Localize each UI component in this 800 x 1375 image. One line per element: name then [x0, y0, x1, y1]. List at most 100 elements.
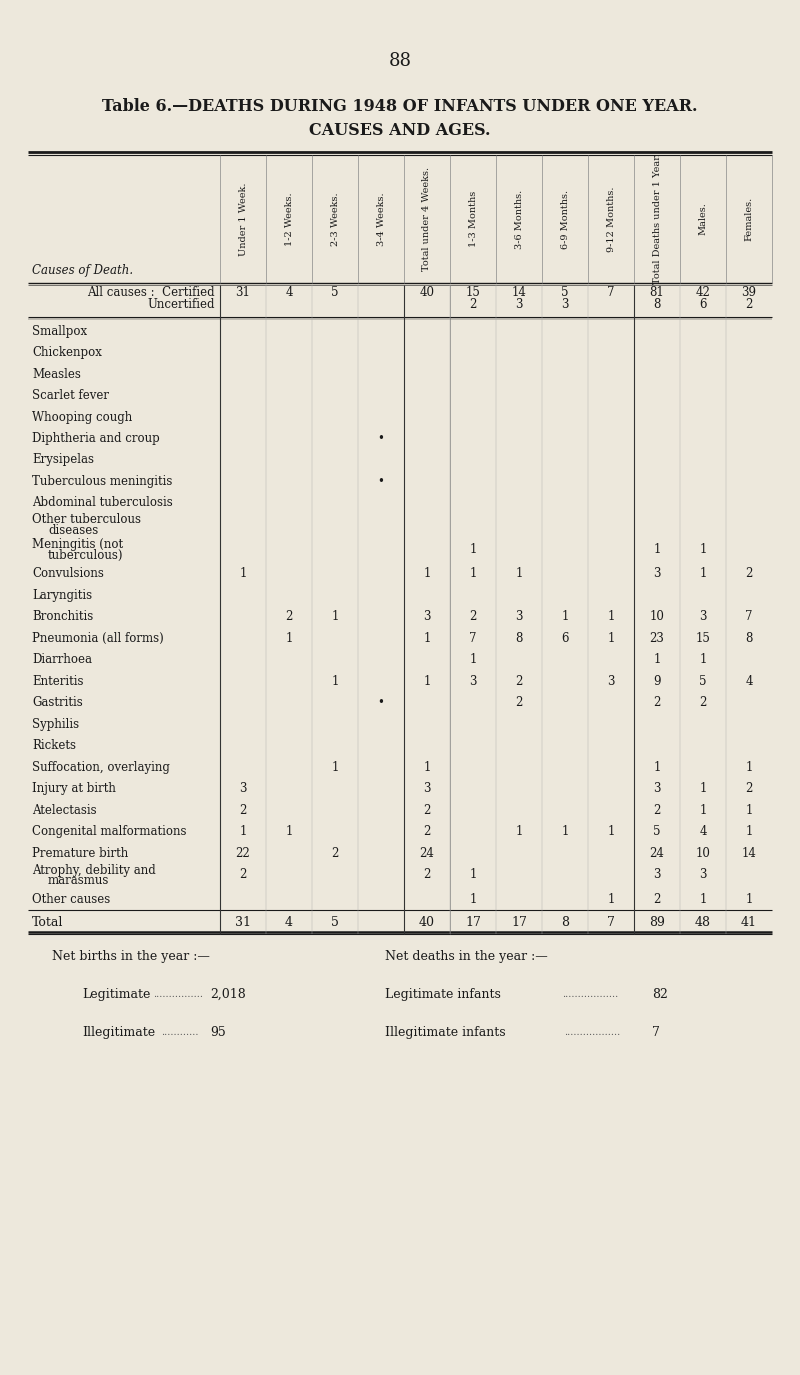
- Text: Laryngitis: Laryngitis: [32, 588, 92, 602]
- Text: 1: 1: [562, 825, 569, 839]
- Text: 2: 2: [470, 610, 477, 623]
- Text: •: •: [378, 697, 385, 710]
- Text: Suffocation, overlaying: Suffocation, overlaying: [32, 760, 170, 774]
- Text: Rickets: Rickets: [32, 740, 76, 752]
- Text: 24: 24: [419, 847, 434, 859]
- Text: 14: 14: [511, 286, 526, 300]
- Text: marasmus: marasmus: [48, 874, 110, 887]
- Text: 8: 8: [746, 632, 753, 645]
- Text: 6-9 Months.: 6-9 Months.: [561, 190, 570, 249]
- Text: Whooping cough: Whooping cough: [32, 411, 132, 424]
- Text: 2: 2: [239, 869, 246, 881]
- Text: 40: 40: [419, 286, 434, 300]
- Text: 2: 2: [423, 804, 430, 817]
- Text: 1: 1: [699, 543, 706, 556]
- Text: 8: 8: [515, 632, 522, 645]
- Text: Total Deaths under 1 Year.: Total Deaths under 1 Year.: [653, 154, 662, 285]
- Text: ................: ................: [153, 990, 203, 1000]
- Text: 1: 1: [654, 653, 661, 667]
- Text: 1: 1: [562, 610, 569, 623]
- Text: 23: 23: [650, 632, 665, 645]
- Text: 5: 5: [331, 916, 339, 928]
- Text: 2,018: 2,018: [210, 987, 246, 1001]
- Text: 5: 5: [562, 286, 569, 300]
- Text: 2: 2: [699, 697, 706, 710]
- Text: 1: 1: [286, 825, 293, 839]
- Text: All causes :  Certified: All causes : Certified: [87, 286, 215, 300]
- Text: 14: 14: [742, 847, 757, 859]
- Text: 3: 3: [699, 869, 706, 881]
- Text: 2: 2: [515, 697, 522, 710]
- Text: 5: 5: [331, 286, 338, 300]
- Text: 3: 3: [654, 568, 661, 580]
- Text: 1: 1: [239, 825, 246, 839]
- Text: 1: 1: [470, 894, 477, 906]
- Text: Total under 4 Weeks.: Total under 4 Weeks.: [422, 166, 431, 271]
- Text: 2: 2: [746, 298, 753, 311]
- Text: Meningitis (not: Meningitis (not: [32, 538, 123, 551]
- Text: Convulsions: Convulsions: [32, 568, 104, 580]
- Text: 10: 10: [695, 847, 710, 859]
- Text: 1: 1: [423, 632, 430, 645]
- Text: Erysipelas: Erysipelas: [32, 454, 94, 466]
- Text: 9-12 Months.: 9-12 Months.: [606, 186, 615, 252]
- Text: Gastritis: Gastritis: [32, 697, 82, 710]
- Text: Net births in the year :—: Net births in the year :—: [52, 950, 210, 962]
- Text: 4: 4: [699, 825, 706, 839]
- Text: 39: 39: [742, 286, 757, 300]
- Text: 1: 1: [607, 894, 614, 906]
- Text: Other causes: Other causes: [32, 894, 110, 906]
- Text: 2-3 Weeks.: 2-3 Weeks.: [330, 193, 339, 246]
- Text: Injury at birth: Injury at birth: [32, 782, 116, 796]
- Text: 7: 7: [470, 632, 477, 645]
- Text: 15: 15: [695, 632, 710, 645]
- Text: 1: 1: [607, 632, 614, 645]
- Text: 1: 1: [470, 869, 477, 881]
- Text: Scarlet fever: Scarlet fever: [32, 389, 109, 401]
- Text: 10: 10: [650, 610, 665, 623]
- Text: ..................: ..................: [562, 990, 618, 1000]
- Text: 89: 89: [649, 916, 665, 928]
- Text: 24: 24: [650, 847, 665, 859]
- Text: 3: 3: [423, 782, 430, 796]
- Text: 40: 40: [419, 916, 435, 928]
- Text: 41: 41: [741, 916, 757, 928]
- Text: 17: 17: [511, 916, 527, 928]
- Text: Legitimate infants: Legitimate infants: [385, 987, 501, 1001]
- Text: Atrophy, debility and: Atrophy, debility and: [32, 864, 156, 877]
- Text: 1-3 Months: 1-3 Months: [469, 191, 478, 248]
- Text: 7: 7: [607, 916, 615, 928]
- Text: 1: 1: [331, 610, 338, 623]
- Text: 17: 17: [465, 916, 481, 928]
- Text: Diphtheria and croup: Diphtheria and croup: [32, 432, 160, 446]
- Text: 6: 6: [699, 298, 706, 311]
- Text: 1-2 Weeks.: 1-2 Weeks.: [285, 193, 294, 246]
- Text: 1: 1: [239, 568, 246, 580]
- Text: 3-6 Months.: 3-6 Months.: [514, 190, 523, 249]
- Text: Premature birth: Premature birth: [32, 847, 128, 859]
- Text: Pneumonia (all forms): Pneumonia (all forms): [32, 632, 164, 645]
- Text: Legitimate: Legitimate: [82, 987, 150, 1001]
- Text: Atelectasis: Atelectasis: [32, 804, 97, 817]
- Text: ..................: ..................: [564, 1028, 621, 1037]
- Text: Abdominal tuberculosis: Abdominal tuberculosis: [32, 496, 173, 510]
- Text: tuberculous): tuberculous): [48, 549, 123, 562]
- Text: 4: 4: [285, 916, 293, 928]
- Text: 2: 2: [654, 697, 661, 710]
- Text: 7: 7: [652, 1026, 660, 1040]
- Text: 82: 82: [652, 987, 668, 1001]
- Text: Diarrhoea: Diarrhoea: [32, 653, 92, 667]
- Text: 2: 2: [331, 847, 338, 859]
- Text: 8: 8: [654, 298, 661, 311]
- Text: 1: 1: [607, 610, 614, 623]
- Text: Syphilis: Syphilis: [32, 718, 79, 732]
- Text: Causes of Death.: Causes of Death.: [32, 264, 133, 276]
- Text: 2: 2: [654, 894, 661, 906]
- Text: 8: 8: [561, 916, 569, 928]
- Text: •: •: [378, 474, 385, 488]
- Text: 3: 3: [654, 869, 661, 881]
- Text: 1: 1: [423, 760, 430, 774]
- Text: 4: 4: [286, 286, 293, 300]
- Text: Smallpox: Smallpox: [32, 324, 87, 337]
- Text: CAUSES AND AGES.: CAUSES AND AGES.: [310, 122, 490, 139]
